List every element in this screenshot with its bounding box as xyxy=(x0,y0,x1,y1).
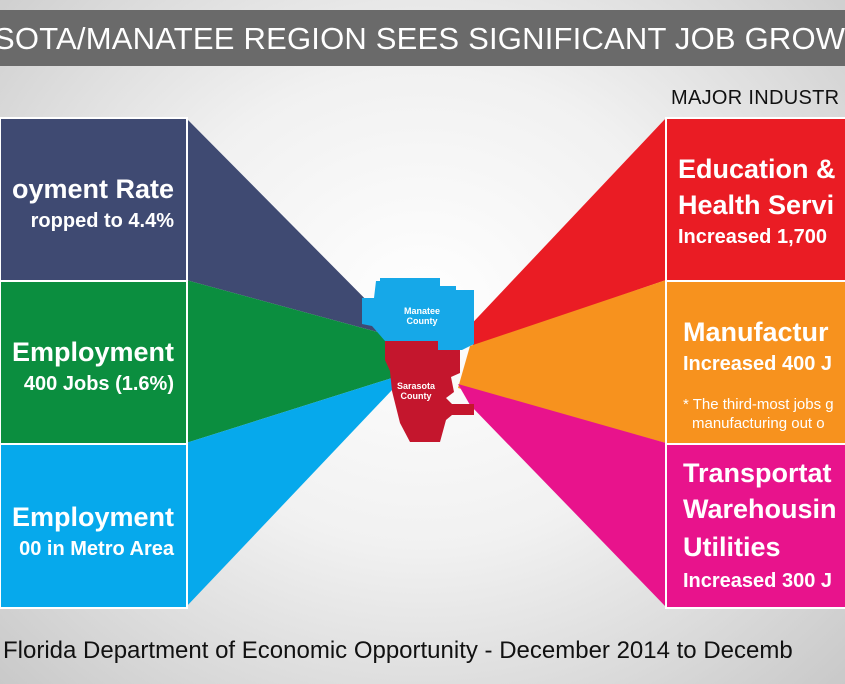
panel-heading: Employment xyxy=(11,502,174,532)
panel-employment-bg xyxy=(0,281,187,443)
funnel-unemployment xyxy=(186,118,392,336)
title-bar: SOTA/MANATEE REGION SEES SIGNIFICANT JOB… xyxy=(0,10,845,66)
sarasota-county-shape xyxy=(385,341,474,442)
panel-metro-bg xyxy=(0,444,187,608)
panel-unemployment-bg xyxy=(0,118,187,280)
panel-education: Education & Health Servi Increased 1,700 xyxy=(666,118,845,280)
panel-transportation: Transportat Warehousin Utilities Increas… xyxy=(666,444,845,608)
panel-heading-line-1: Transportat xyxy=(683,458,832,488)
panel-manufacturing: Manufactur Increased 400 J * The third-m… xyxy=(666,281,845,443)
source-caption: Florida Department of Economic Opportuni… xyxy=(3,637,793,664)
panel-heading: Employment xyxy=(11,337,174,367)
panel-heading-line-1: Manufactur xyxy=(683,317,829,347)
sarasota-label-line-2: County xyxy=(400,391,432,401)
panel-heading-line-1: Education & xyxy=(678,154,836,184)
panel-manufacturing-bg xyxy=(666,281,845,443)
panel-detail: Increased 400 J xyxy=(683,353,832,375)
manatee-label-line-1: Manatee xyxy=(403,306,440,316)
funnel-transportation xyxy=(458,384,666,607)
manatee-county-label: Manatee County xyxy=(396,306,448,326)
panel-detail: ropped to 4.4% xyxy=(30,210,174,232)
sarasota-county-label: Sarasota County xyxy=(393,381,439,401)
panel-detail: 400 Jobs (1.6%) xyxy=(23,373,174,395)
industries-subheading: MAJOR INDUSTR xyxy=(671,87,840,109)
panel-detail: Increased 300 J xyxy=(683,570,832,592)
funnel-employment xyxy=(186,280,392,443)
panel-employment: Employment 400 Jobs (1.6%) xyxy=(0,281,187,443)
funnel-metro xyxy=(186,378,392,607)
manatee-label-line-2: County xyxy=(406,316,438,326)
manatee-county-shape xyxy=(362,278,474,350)
panel-borders xyxy=(0,117,845,609)
panel-heading-line-3: Utilities xyxy=(683,532,781,562)
panel-note-line-2: manufacturing out o xyxy=(692,415,825,432)
sarasota-label-line-1: Sarasota xyxy=(396,381,436,391)
panel-heading: oyment Rate xyxy=(11,174,174,204)
panel-transportation-bg xyxy=(666,444,845,608)
panel-unemployment: oyment Rate ropped to 4.4% xyxy=(0,118,187,280)
page-title: SOTA/MANATEE REGION SEES SIGNIFICANT JOB… xyxy=(0,21,845,56)
funnel-manufacturing xyxy=(458,280,666,443)
panel-note-line-1: * The third-most jobs g xyxy=(683,396,834,413)
panel-metro: Employment 00 in Metro Area xyxy=(0,444,187,608)
panel-heading-line-2: Warehousin xyxy=(683,494,837,524)
panel-detail: Increased 1,700 xyxy=(678,226,827,248)
funnel-education xyxy=(462,118,666,346)
panel-heading-line-2: Health Servi xyxy=(678,190,835,220)
panel-detail: 00 in Metro Area xyxy=(19,538,174,560)
county-map xyxy=(362,278,474,442)
panel-education-bg xyxy=(666,118,845,280)
